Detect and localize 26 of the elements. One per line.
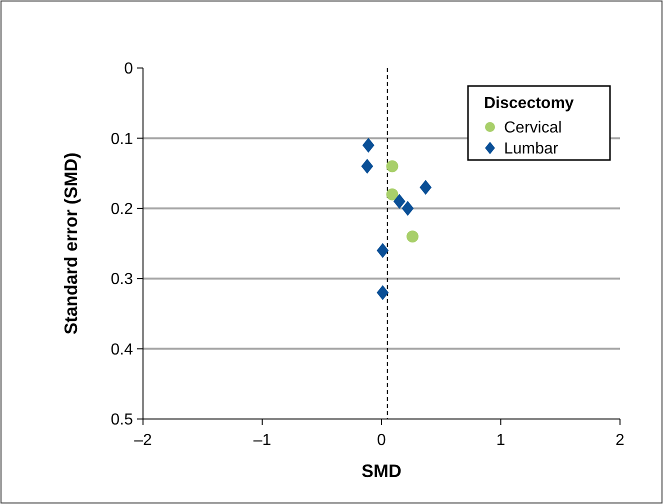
y-axis-title: Standard error (SMD) [61, 152, 81, 335]
y-tick-label: 0.4 [110, 341, 134, 358]
point [386, 188, 398, 200]
point [361, 158, 374, 174]
y-tick-label: 0 [124, 60, 134, 78]
point [376, 243, 389, 258]
point [406, 230, 419, 242]
y-tick-label: 0.5 [110, 412, 134, 429]
point [420, 180, 432, 195]
point [393, 194, 406, 209]
x-tick-label: 0 [377, 432, 386, 449]
x-tick-label: 2 [616, 432, 625, 449]
x-tick-label: –1 [253, 432, 272, 449]
legend-label: Cervical [504, 120, 562, 137]
point [362, 138, 374, 153]
y-tick-label: 0.1 [110, 130, 134, 148]
y-tick-label: 0.2 [110, 201, 134, 218]
x-tick-label: 1 [496, 432, 506, 449]
point [386, 160, 398, 172]
legend-label: Lumbar [504, 140, 559, 158]
point [402, 200, 414, 216]
x-axis-title: SMD [362, 461, 402, 481]
y-tick-label: 0.3 [110, 271, 134, 288]
x-tick-label: –2 [134, 432, 152, 449]
point [376, 285, 389, 300]
legend-title: Discectomy [484, 95, 574, 112]
